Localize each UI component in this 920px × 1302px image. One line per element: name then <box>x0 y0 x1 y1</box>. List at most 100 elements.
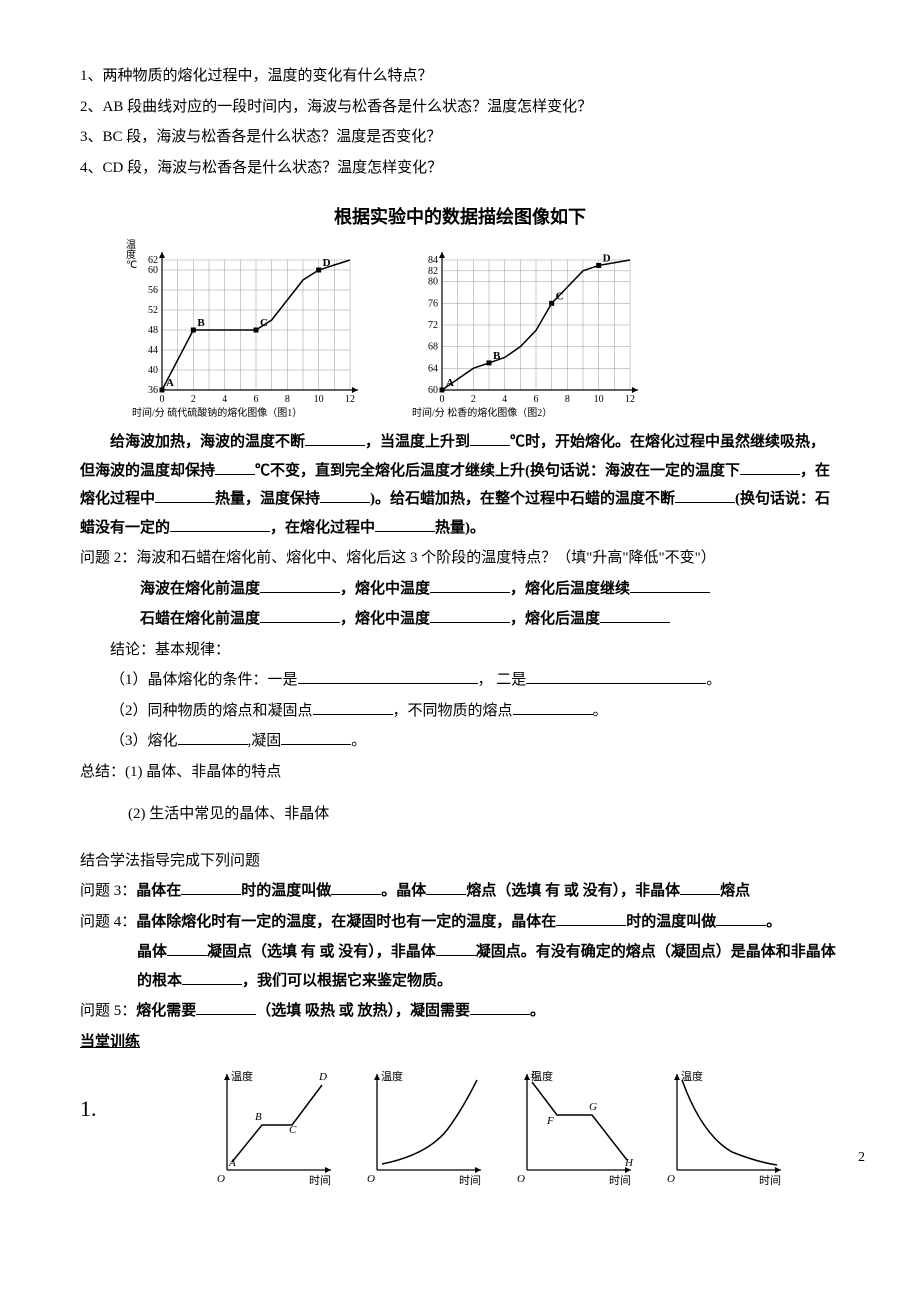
p1j: 热量)。 <box>435 520 485 536</box>
svg-text:温度: 温度 <box>231 1069 253 1083</box>
svg-text:O: O <box>667 1173 675 1185</box>
svg-text:10: 10 <box>314 394 324 405</box>
chart-1: 3640444852566062024681012温度℃ABCD时间/分 硫代硫… <box>120 238 360 418</box>
blank[interactable] <box>320 486 370 504</box>
blank[interactable] <box>436 939 476 957</box>
blank[interactable] <box>281 728 351 746</box>
blank[interactable] <box>740 457 800 475</box>
text: ，熔化后温度 <box>510 611 600 627</box>
question-2: 2、AB 段曲线对应的一段时间内，海波与松香各是什么状态？温度怎样变化？ <box>80 93 840 122</box>
mini-chart-3: O时间温度EFGH <box>507 1068 637 1188</box>
svg-text:2: 2 <box>191 394 196 405</box>
svg-text:84: 84 <box>428 255 438 266</box>
svg-text:48: 48 <box>148 325 158 336</box>
q3: 问题 3：晶体在时的温度叫做。晶体熔点（选填 有 或 没有），非晶体熔点 <box>80 877 840 906</box>
blank[interactable] <box>600 606 670 624</box>
svg-text:12: 12 <box>625 394 635 405</box>
blank[interactable] <box>375 514 435 532</box>
blank[interactable] <box>170 514 270 532</box>
text: 。 <box>766 914 781 930</box>
svg-text:D: D <box>603 253 611 265</box>
question-3: 3、BC 段，海波与松香各是什么状态？温度是否变化？ <box>80 123 840 152</box>
svg-text:12: 12 <box>345 394 355 405</box>
svg-text:B: B <box>493 350 501 362</box>
p1b: ，当温度上升到 <box>365 434 470 450</box>
text: 。 <box>530 1003 545 1019</box>
svg-text:80: 80 <box>428 277 438 288</box>
blank[interactable] <box>331 878 381 896</box>
svg-text:D: D <box>323 257 331 269</box>
svg-text:O: O <box>217 1173 225 1185</box>
svg-text:E: E <box>530 1069 538 1081</box>
svg-text:0: 0 <box>440 394 445 405</box>
mini-chart-4: O时间温度 <box>657 1068 787 1188</box>
svg-text:C: C <box>556 291 564 303</box>
blank[interactable] <box>182 967 242 985</box>
svg-text:62: 62 <box>148 255 158 266</box>
blank[interactable] <box>181 878 241 896</box>
blank[interactable] <box>215 457 255 475</box>
charts-row: 3640444852566062024681012温度℃ABCD时间/分 硫代硫… <box>120 238 840 418</box>
blank[interactable] <box>155 486 215 504</box>
text: ，熔化中温度 <box>340 611 430 627</box>
svg-text:0: 0 <box>160 394 165 405</box>
text: 问题 5： <box>80 1003 136 1019</box>
svg-text:8: 8 <box>565 394 570 405</box>
blank[interactable] <box>470 429 510 447</box>
fill-para-1: 给海波加热，海波的温度不断，当温度上升到℃时，开始熔化。在熔化过程中虽然继续吸热… <box>80 428 840 542</box>
blank[interactable] <box>526 667 706 685</box>
svg-text:6: 6 <box>534 394 539 405</box>
blank[interactable] <box>675 486 735 504</box>
blank[interactable] <box>426 878 466 896</box>
svg-text:A: A <box>446 377 454 389</box>
p1i: ，在熔化过程中 <box>270 520 375 536</box>
q4: 问题 4：晶体除熔化时有一定的温度，在凝固时也有一定的温度，晶体在时的温度叫做。 <box>80 908 840 937</box>
blank[interactable] <box>178 728 248 746</box>
svg-text:时间: 时间 <box>459 1174 481 1187</box>
svg-text:52: 52 <box>148 305 158 316</box>
svg-text:℃: ℃ <box>126 260 137 271</box>
conclusion: 结论：基本规律： <box>80 636 840 665</box>
p1f: 热量，温度保持 <box>215 491 320 507</box>
blank[interactable] <box>298 667 478 685</box>
blank[interactable] <box>260 606 340 624</box>
c2: （2）同种物质的熔点和凝固点，不同物质的熔点。 <box>80 697 840 726</box>
guide: 结合学法指导完成下列问题 <box>80 847 840 876</box>
chart-2: 6064687276808284024681012ABCD时间/分 松香的熔化图… <box>400 238 640 418</box>
text: （2）同种物质的熔点和凝固点 <box>110 703 313 719</box>
blank[interactable] <box>430 606 510 624</box>
text: ,凝固 <box>248 733 282 749</box>
blank[interactable] <box>680 878 720 896</box>
svg-text:60: 60 <box>148 265 158 276</box>
p1a: 给海波加热，海波的温度不断 <box>110 434 305 450</box>
svg-text:64: 64 <box>428 364 438 375</box>
svg-text:B: B <box>197 317 205 329</box>
text: 时的温度叫做 <box>241 883 331 899</box>
svg-text:F: F <box>546 1115 554 1127</box>
svg-text:O: O <box>517 1173 525 1185</box>
p1d: ℃不变，直到完全熔化后温度才继续上升(换句话说：海波在一定的温度下 <box>255 463 740 479</box>
text: ，熔化中温度 <box>340 581 430 597</box>
svg-text:B: B <box>255 1111 262 1123</box>
blank[interactable] <box>630 575 710 593</box>
svg-text:C: C <box>260 317 268 329</box>
svg-text:时间/分 松香的熔化图像（图2）: 时间/分 松香的熔化图像（图2） <box>412 406 552 418</box>
blank[interactable] <box>196 998 256 1016</box>
blank[interactable] <box>430 575 510 593</box>
blank[interactable] <box>470 998 530 1016</box>
blank[interactable] <box>513 697 593 715</box>
blank[interactable] <box>167 939 207 957</box>
svg-text:2: 2 <box>471 394 476 405</box>
blank[interactable] <box>716 908 766 926</box>
svg-text:A: A <box>228 1157 236 1169</box>
blank[interactable] <box>305 429 365 447</box>
svg-text:44: 44 <box>148 345 158 356</box>
blank[interactable] <box>556 908 626 926</box>
svg-text:温度: 温度 <box>681 1069 703 1083</box>
svg-text:6: 6 <box>254 394 259 405</box>
blank[interactable] <box>260 575 340 593</box>
text: （选填 吸热 或 放热），凝固需要 <box>256 1003 470 1019</box>
mini-chart-1: O时间温度ABCD <box>207 1068 337 1188</box>
blank[interactable] <box>313 697 393 715</box>
svg-text:H: H <box>624 1157 634 1169</box>
